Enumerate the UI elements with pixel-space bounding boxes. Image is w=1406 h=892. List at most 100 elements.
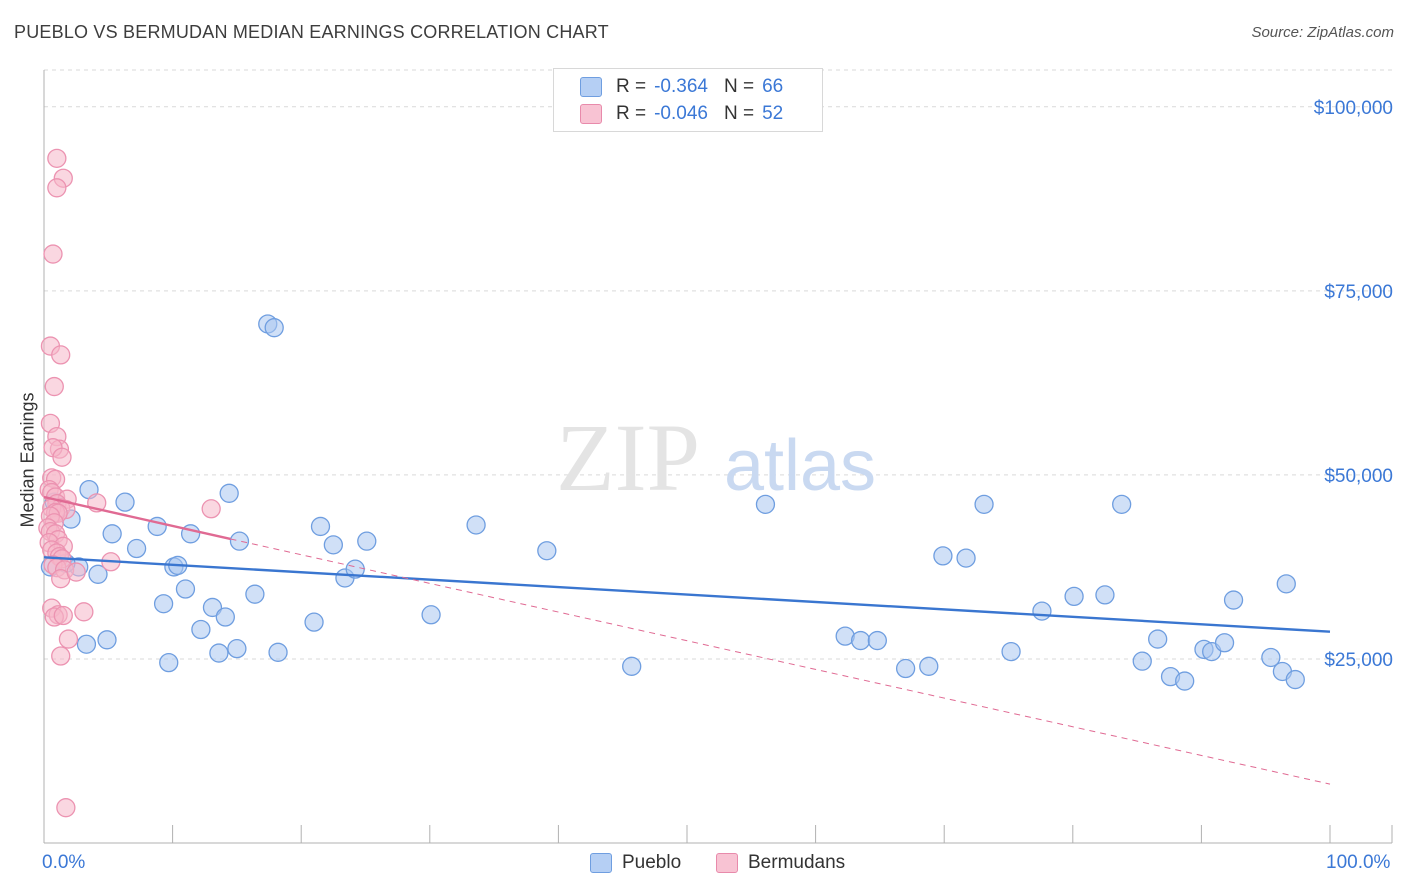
point-pueblo bbox=[1132, 651, 1152, 671]
legend-swatch-pueblo bbox=[580, 77, 602, 97]
point-pueblo bbox=[895, 658, 916, 679]
point-bermudans bbox=[58, 629, 79, 649]
point-pueblo bbox=[215, 607, 235, 627]
legend-swatch-bermudans bbox=[716, 853, 738, 873]
point-pueblo bbox=[1214, 633, 1235, 653]
point-bermudans bbox=[51, 345, 71, 365]
point-pueblo bbox=[850, 630, 871, 651]
point-pueblo bbox=[191, 619, 211, 640]
point-pueblo bbox=[115, 492, 135, 512]
legend-n-value-bermudans: 52 bbox=[762, 103, 784, 124]
point-bermudans bbox=[47, 178, 67, 198]
point-pueblo bbox=[421, 605, 441, 625]
point-pueblo bbox=[97, 630, 117, 650]
point-bermudans bbox=[56, 798, 76, 818]
point-bermudans bbox=[52, 447, 72, 467]
point-pueblo bbox=[245, 584, 265, 604]
point-bermudans bbox=[66, 562, 86, 582]
point-pueblo bbox=[867, 630, 887, 651]
y-tick-label: $100,000 bbox=[1314, 98, 1393, 119]
point-pueblo bbox=[1175, 671, 1195, 691]
trendline-pueblo bbox=[43, 556, 1331, 633]
point-pueblo bbox=[126, 538, 147, 559]
point-bermudans bbox=[201, 499, 221, 519]
x-tick-label-min: 0.0% bbox=[42, 852, 86, 873]
point-bermudans bbox=[51, 646, 71, 666]
point-bermudans bbox=[74, 602, 94, 622]
y-axis-label: Median Earnings bbox=[17, 392, 38, 528]
point-pueblo bbox=[755, 494, 776, 515]
point-pueblo bbox=[153, 594, 174, 614]
legend-swatch-pueblo bbox=[590, 853, 612, 873]
point-pueblo bbox=[622, 656, 642, 676]
point-pueblo bbox=[1001, 641, 1021, 662]
legend-label-pueblo: Pueblo bbox=[622, 852, 682, 873]
trendline-bermudans-dashed bbox=[230, 538, 1331, 785]
point-pueblo bbox=[76, 634, 97, 654]
point-pueblo bbox=[1032, 601, 1052, 621]
point-pueblo bbox=[219, 483, 239, 503]
point-pueblo bbox=[974, 494, 994, 515]
point-pueblo bbox=[1261, 647, 1281, 668]
y-tick-label: $50,000 bbox=[1324, 466, 1393, 487]
point-bermudans bbox=[53, 605, 73, 626]
point-pueblo bbox=[1276, 574, 1296, 594]
bottom-legend-pueblo[interactable]: Pueblo bbox=[590, 852, 681, 874]
point-pueblo bbox=[175, 579, 196, 599]
legend-r-value-bermudans: -0.046 bbox=[654, 103, 708, 124]
legend-label-bermudans: Bermudans bbox=[748, 852, 846, 873]
point-pueblo bbox=[1064, 586, 1084, 607]
point-pueblo bbox=[466, 515, 486, 535]
point-pueblo bbox=[268, 642, 288, 662]
point-pueblo bbox=[304, 612, 324, 632]
legend-row-bermudans: R = -0.046 N = 52 bbox=[580, 102, 783, 126]
legend-n-label: N = bbox=[723, 103, 755, 124]
chart-title: PUEBLO VS BERMUDAN MEDIAN EARNINGS CORRE… bbox=[14, 22, 609, 42]
legend-n-value-pueblo: 66 bbox=[762, 76, 784, 97]
watermark-atlas: atlas bbox=[724, 426, 876, 506]
point-pueblo bbox=[227, 638, 247, 659]
point-bermudans bbox=[43, 244, 63, 264]
legend-row-pueblo: R = -0.364 N = 66 bbox=[580, 75, 783, 99]
point-pueblo bbox=[919, 656, 939, 676]
y-tick-labels: $25,000 $50,000 $75,000 $100,000 bbox=[1314, 98, 1393, 671]
point-pueblo bbox=[88, 564, 108, 584]
point-pueblo bbox=[209, 643, 229, 663]
grid-layer bbox=[44, 69, 1392, 660]
point-pueblo bbox=[202, 597, 223, 618]
legend-r-label: R = bbox=[616, 103, 647, 124]
watermark-zip: ZIP bbox=[556, 404, 700, 511]
point-pueblo bbox=[956, 548, 976, 568]
axes-layer bbox=[43, 70, 1393, 844]
point-pueblo bbox=[159, 652, 179, 673]
legend-r-value-pueblo: -0.364 bbox=[654, 76, 708, 97]
point-pueblo bbox=[310, 516, 331, 537]
legend-swatch-bermudans bbox=[580, 104, 602, 124]
x-tick-label-max: 100.0% bbox=[1326, 852, 1391, 873]
trendline-bermudans bbox=[43, 495, 231, 541]
point-bermudans bbox=[47, 148, 67, 168]
point-pueblo bbox=[933, 546, 953, 566]
legend-r-label: R = bbox=[616, 76, 647, 97]
point-pueblo bbox=[1285, 669, 1305, 690]
source-label: Source: ZipAtlas.com bbox=[1251, 24, 1394, 41]
trendline-layer bbox=[43, 495, 1331, 785]
points-layer bbox=[38, 148, 1305, 818]
y-tick-label: $75,000 bbox=[1324, 282, 1393, 303]
point-pueblo bbox=[102, 524, 122, 544]
point-pueblo bbox=[1112, 494, 1132, 515]
point-pueblo bbox=[357, 531, 377, 551]
bottom-legend-bermudans[interactable]: Bermudans bbox=[716, 852, 845, 874]
point-pueblo bbox=[1095, 585, 1115, 605]
point-pueblo bbox=[229, 531, 250, 551]
point-pueblo bbox=[537, 541, 557, 561]
point-bermudans bbox=[44, 376, 64, 397]
point-pueblo bbox=[1148, 629, 1168, 649]
correlation-legend: R = -0.364 N = 66 R = -0.046 N = 52 bbox=[553, 68, 823, 132]
point-pueblo bbox=[264, 318, 284, 338]
point-pueblo bbox=[1223, 590, 1244, 610]
legend-n-label: N = bbox=[723, 76, 755, 97]
watermark: ZIP atlas bbox=[556, 404, 876, 511]
y-tick-label: $25,000 bbox=[1324, 650, 1393, 671]
